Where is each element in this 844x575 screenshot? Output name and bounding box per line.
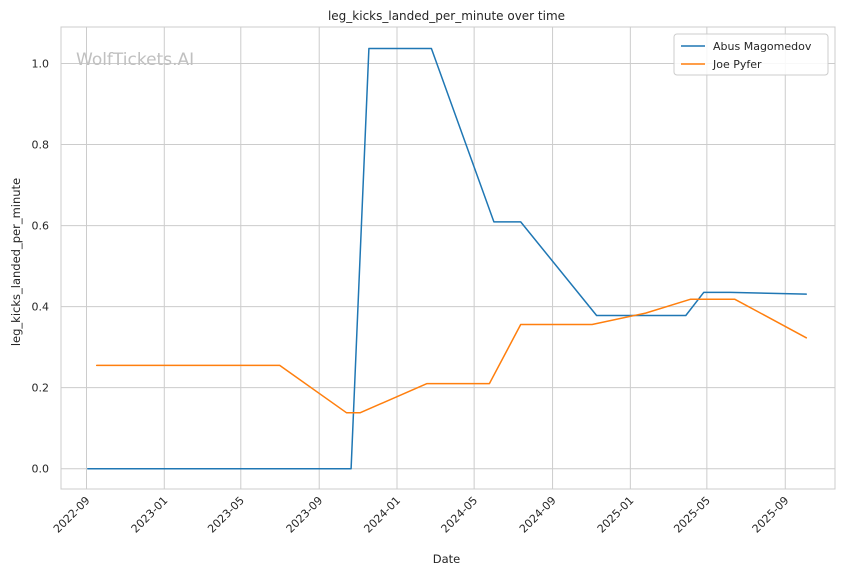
y-tick-label: 1.0 (32, 57, 50, 70)
series-line-joe-pyfer (95, 298, 808, 414)
legend-label-joe-pyfer: Joe Pyfer (712, 58, 762, 71)
y-tick-label: 0.6 (32, 220, 50, 233)
watermark-text: WolfTickets.AI (76, 50, 194, 70)
y-tick-label: 0.2 (32, 382, 50, 395)
series-layer (87, 47, 808, 470)
y-axis-title: leg_kicks_landed_per_minute (9, 178, 23, 346)
legend-label-abus-magomedov: Abus Magomedov (713, 40, 812, 53)
y-tick-label: 0.8 (32, 139, 50, 152)
y-tick-label: 0.4 (32, 301, 50, 314)
plot-frame (60, 26, 836, 490)
legend-box (673, 33, 829, 76)
y-tick-labels: 0.0 0.2 0.4 0.6 0.8 1.0 (32, 57, 50, 475)
x-gridlines (86, 27, 786, 489)
series-line-abus-magomedov (87, 47, 808, 470)
y-tick-label: 0.0 (32, 463, 50, 476)
x-axis-title: Date (433, 552, 461, 566)
chart-title: leg_kicks_landed_per_minute over time (328, 9, 565, 23)
legend: Abus Magomedov Joe Pyfer (673, 33, 829, 76)
